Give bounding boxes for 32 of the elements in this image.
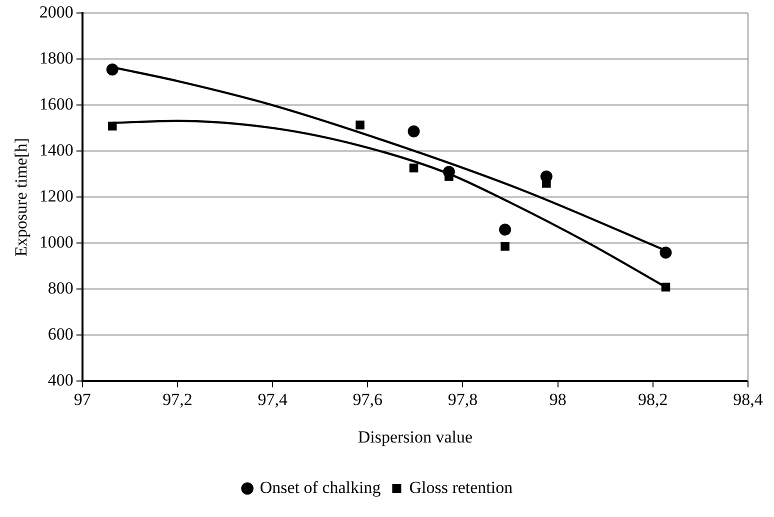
x-tick-label: 98,4 bbox=[733, 390, 764, 409]
y-tick-label: 1800 bbox=[39, 48, 74, 68]
y-tick-label: 800 bbox=[48, 278, 74, 298]
x-axis-title: Dispersion value bbox=[358, 427, 473, 446]
x-tick-label: 97,8 bbox=[448, 390, 478, 409]
y-axis-title: Exposure time[h] bbox=[12, 138, 31, 256]
point bbox=[660, 246, 672, 259]
point bbox=[499, 224, 512, 236]
point bbox=[661, 282, 670, 292]
point bbox=[106, 64, 118, 76]
point bbox=[540, 170, 552, 182]
x-tick-label: 97,6 bbox=[352, 390, 383, 409]
y-tick-label: 400 bbox=[48, 370, 74, 390]
x-tick-label: 97,4 bbox=[258, 390, 288, 409]
x-tick-label: 97 bbox=[74, 390, 92, 409]
x-tick-label: 97,2 bbox=[162, 390, 192, 409]
point bbox=[500, 242, 510, 251]
point bbox=[408, 125, 420, 138]
y-tick-label: 1000 bbox=[39, 232, 74, 252]
y-tick-label: 600 bbox=[48, 324, 74, 344]
point bbox=[356, 120, 364, 130]
y-tick-label: 2000 bbox=[39, 2, 74, 22]
point bbox=[442, 166, 455, 178]
y-tick-label: 1400 bbox=[39, 140, 74, 160]
point bbox=[409, 164, 418, 172]
y-tick-label: 1600 bbox=[39, 94, 74, 114]
point bbox=[108, 122, 117, 131]
legend-label: Gloss retention bbox=[409, 478, 514, 497]
legend-label: Onset of chalking bbox=[260, 478, 382, 497]
y-tick-label: 1200 bbox=[39, 186, 74, 206]
x-tick-label: 98,2 bbox=[638, 390, 668, 409]
x-tick-label: 98 bbox=[549, 390, 566, 409]
